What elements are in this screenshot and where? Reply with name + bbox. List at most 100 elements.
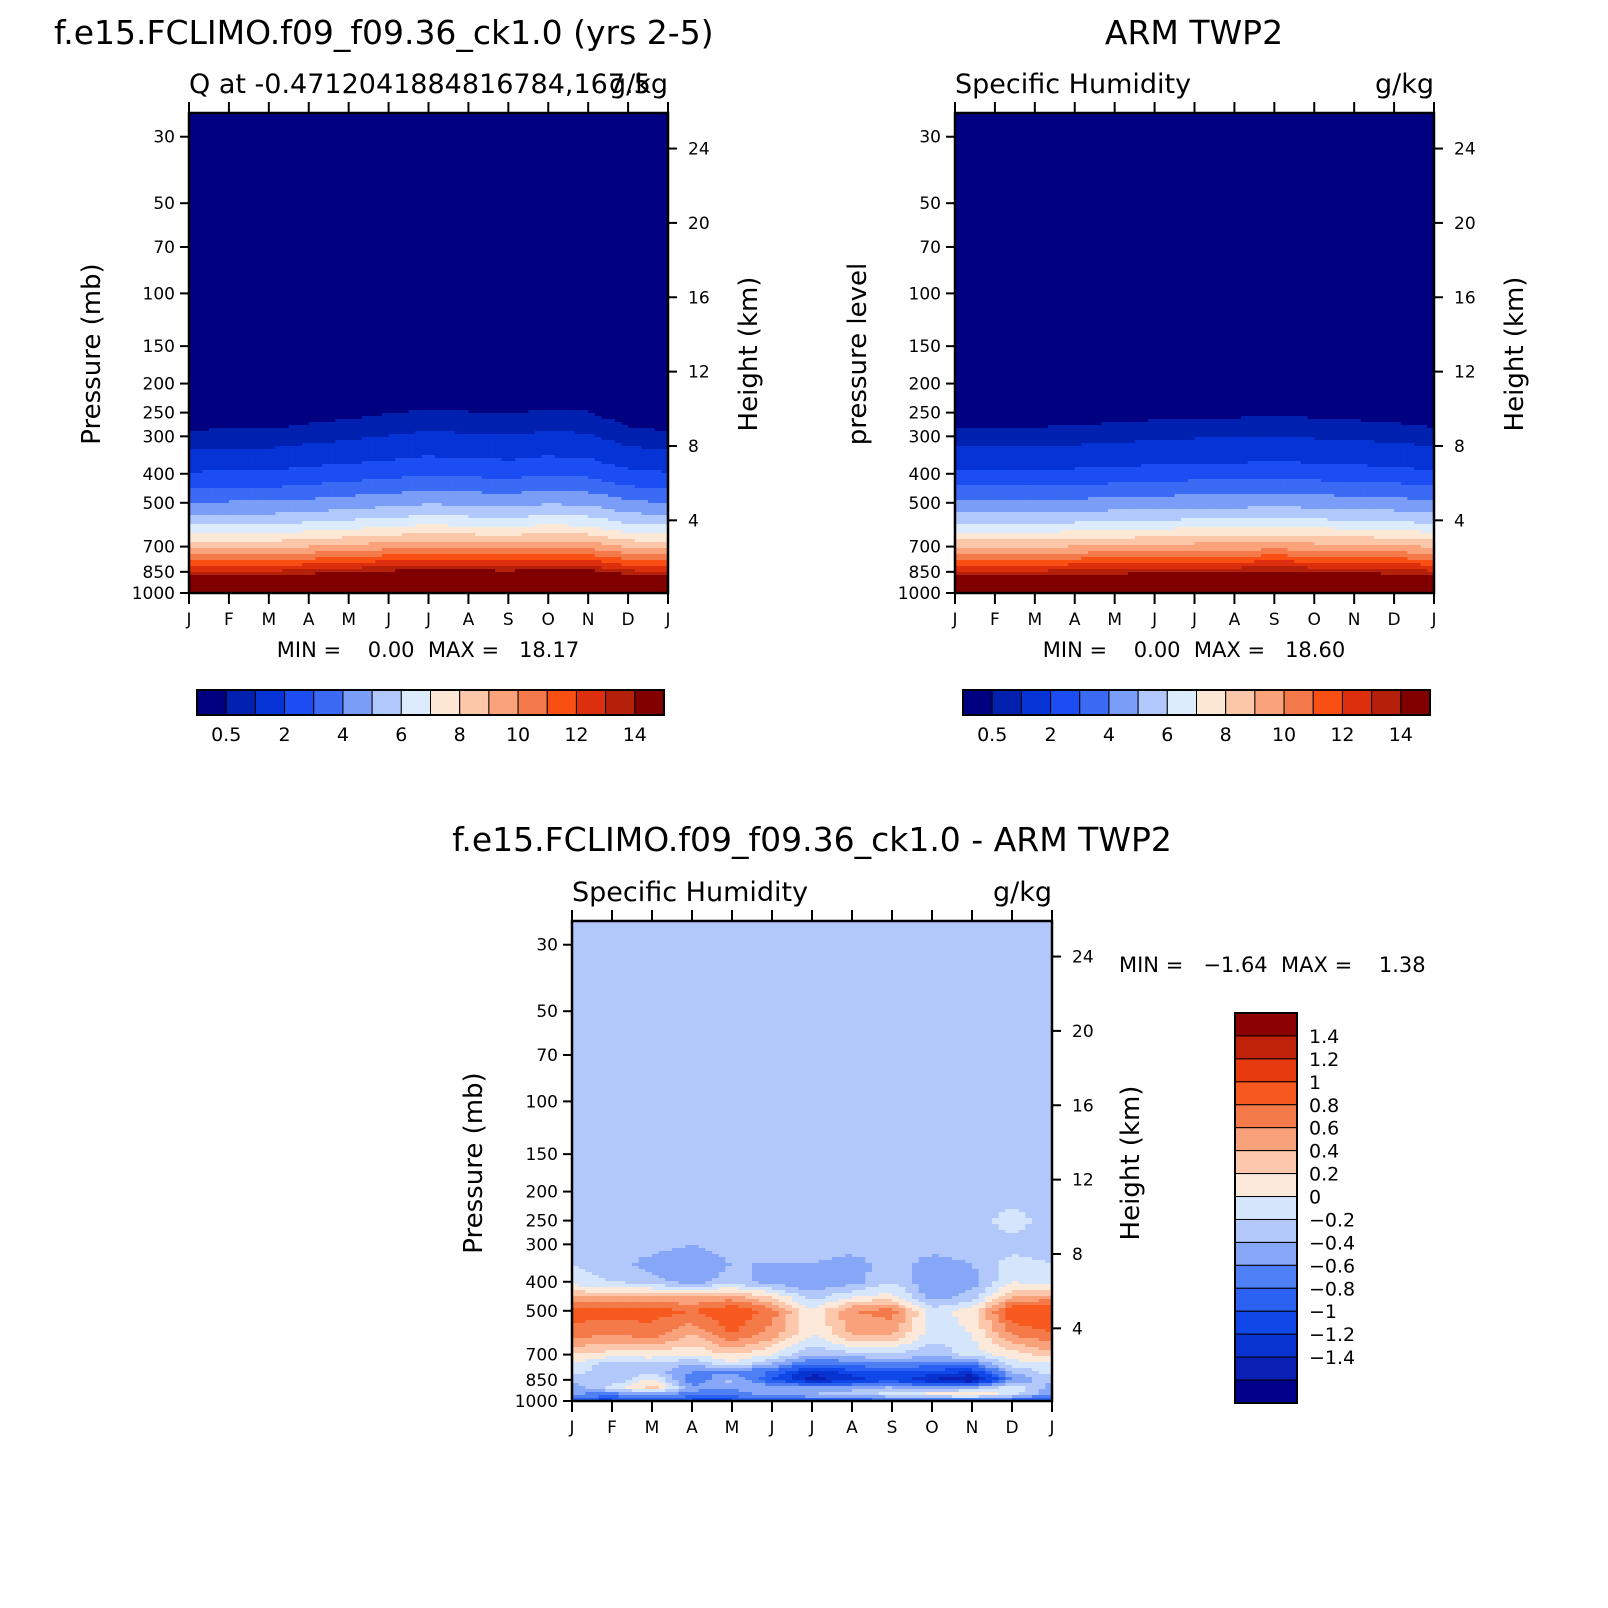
- contour-cell: [648, 125, 656, 129]
- contour-cell: [288, 188, 297, 192]
- contour-cell: [228, 320, 237, 324]
- contour-cell: [534, 200, 543, 204]
- contour-cell: [242, 266, 250, 270]
- contour-cell: [548, 263, 556, 267]
- contour-cell: [594, 185, 603, 189]
- contour-cell: [228, 149, 237, 153]
- contour-cell: [355, 278, 363, 282]
- contour-cell: [401, 314, 410, 318]
- contour-cell: [495, 191, 503, 195]
- contour-cell: [195, 131, 203, 135]
- contour-cell: [202, 287, 210, 291]
- contour-cell: [574, 137, 583, 141]
- contour-cell: [608, 305, 616, 309]
- contour-cell: [608, 260, 616, 264]
- contour-cell: [189, 125, 197, 129]
- contour-cell: [501, 254, 509, 258]
- contour-cell: [288, 164, 297, 168]
- contour-cell: [468, 248, 476, 252]
- contour-cell: [594, 218, 603, 222]
- contour-cell: [621, 188, 629, 192]
- contour-cell: [415, 251, 423, 255]
- contour-cell: [661, 281, 668, 285]
- contour-cell: [514, 275, 523, 279]
- contour-cell: [548, 215, 556, 219]
- contour-cell: [588, 170, 596, 174]
- contour-cell: [641, 293, 649, 297]
- contour-cell: [395, 242, 403, 246]
- contour-cell: [574, 221, 583, 225]
- contour-cell: [401, 266, 410, 270]
- contour-cell: [508, 269, 516, 273]
- contour-cell: [421, 278, 430, 282]
- contour-cell: [342, 170, 350, 174]
- contour-cell: [654, 287, 662, 291]
- contour-cell: [421, 281, 430, 285]
- contour-cell: [608, 191, 616, 195]
- contour-cell: [475, 293, 483, 297]
- contour-cell: [534, 182, 543, 186]
- contour-cell: [202, 134, 210, 138]
- contour-cell: [534, 155, 543, 159]
- contour-cell: [455, 215, 463, 219]
- contour-cell: [654, 134, 662, 138]
- contour-cell: [461, 170, 470, 174]
- contour-cell: [488, 146, 496, 150]
- contour-cell: [435, 248, 443, 252]
- contour-cell: [248, 176, 257, 180]
- contour-cell: [248, 134, 257, 138]
- contour-cell: [375, 281, 383, 285]
- contour-cell: [355, 182, 363, 186]
- contour-cell: [594, 239, 603, 243]
- contour-cell: [428, 272, 436, 276]
- contour-cell: [534, 254, 543, 258]
- contour-cell: [388, 152, 396, 156]
- contour-cell: [255, 116, 263, 120]
- contour-cell: [189, 146, 197, 150]
- contour-cell: [255, 224, 263, 228]
- contour-cell: [268, 242, 277, 246]
- contour-cell: [628, 176, 636, 180]
- contour-cell: [621, 221, 629, 225]
- contour-cell: [302, 251, 310, 255]
- contour-cell: [421, 272, 430, 276]
- contour-cell: [415, 185, 423, 189]
- contour-cell: [455, 164, 463, 168]
- contour-cell: [508, 260, 516, 264]
- contour-cell: [401, 260, 410, 264]
- contour-cell: [381, 224, 390, 228]
- contour-cell: [395, 290, 403, 294]
- contour-cell: [588, 275, 596, 279]
- contour-cell: [441, 272, 450, 276]
- contour-cell: [302, 212, 310, 216]
- contour-cell: [408, 191, 416, 195]
- contour-cell: [308, 185, 316, 189]
- contour-cell: [514, 212, 523, 216]
- contour-cell: [408, 317, 416, 321]
- contour-cell: [628, 206, 636, 210]
- contour-cell: [355, 263, 363, 267]
- contour-cell: [514, 179, 523, 183]
- contour-cell: [628, 212, 636, 216]
- contour-cell: [322, 170, 330, 174]
- contour-cell: [302, 170, 310, 174]
- contour-cell: [508, 143, 516, 147]
- contour-cell: [661, 242, 668, 246]
- contour-cell: [195, 218, 203, 222]
- contour-cell: [648, 140, 656, 144]
- contour-cell: [348, 209, 356, 213]
- contour-cell: [335, 194, 343, 198]
- contour-cell: [541, 191, 549, 195]
- contour-cell: [401, 119, 410, 123]
- contour-cell: [428, 260, 436, 264]
- contour-cell: [574, 155, 583, 159]
- contour-cell: [554, 284, 563, 288]
- contour-cell: [335, 239, 343, 243]
- contour-cell: [621, 302, 629, 306]
- contour-cell: [228, 299, 237, 303]
- contour-cell: [528, 311, 536, 315]
- contour-cell: [235, 308, 243, 312]
- contour-cell: [428, 293, 436, 297]
- contour-cell: [275, 224, 283, 228]
- contour-cell: [514, 128, 523, 132]
